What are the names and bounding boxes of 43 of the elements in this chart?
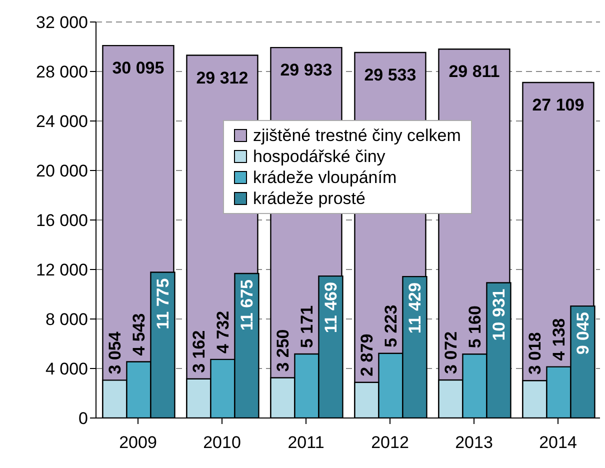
y-tick-label: 32 000 xyxy=(36,13,88,32)
legend-label: hospodářské činy xyxy=(253,146,386,167)
y-tick-label: 24 000 xyxy=(36,112,88,132)
data-label: 4 543 xyxy=(130,313,149,356)
data-label: 4 732 xyxy=(214,310,233,354)
data-label: 4 138 xyxy=(550,318,569,361)
y-tick-label: 12 000 xyxy=(36,260,88,280)
data-label: 3 018 xyxy=(526,332,545,375)
y-tick-label: 0 xyxy=(78,409,88,428)
y-tick-label: 28 000 xyxy=(36,62,88,82)
legend-label: krádeže vloupáním xyxy=(253,167,397,188)
data-label: 5 171 xyxy=(298,305,317,348)
y-tick-label: 16 000 xyxy=(36,211,88,230)
data-label: 3 054 xyxy=(106,331,125,374)
data-label: 3 250 xyxy=(274,329,293,372)
y-tick-label: 20 000 xyxy=(36,162,88,181)
y-tick-label: 4 000 xyxy=(45,360,88,379)
data-label: 29 312 xyxy=(196,68,248,88)
legend-label: krádeže prosté xyxy=(253,188,366,209)
data-label: 3 162 xyxy=(190,330,209,373)
data-label: 30 095 xyxy=(112,58,164,78)
x-tick-label: 2013 xyxy=(455,433,493,452)
data-label: 29 533 xyxy=(364,66,416,85)
data-label: 11 675 xyxy=(238,280,257,331)
data-label: 9 045 xyxy=(574,312,593,355)
x-tick-label: 2010 xyxy=(203,433,241,452)
data-label: 29 933 xyxy=(280,60,332,80)
x-tick-label: 2009 xyxy=(119,433,157,452)
data-label: 11 469 xyxy=(322,282,341,334)
data-label: 2 879 xyxy=(358,334,377,376)
y-tick-label: 8 000 xyxy=(45,310,88,330)
data-label: 5 160 xyxy=(466,306,485,348)
legend-label: zjištěné trestné činy celkem xyxy=(253,125,461,146)
data-label: 11 775 xyxy=(154,278,173,330)
data-label: 3 072 xyxy=(442,331,461,374)
x-tick-label: 2011 xyxy=(288,433,324,452)
data-label: 27 109 xyxy=(532,96,584,115)
data-label: 11 429 xyxy=(406,282,425,334)
x-tick-label: 2012 xyxy=(371,433,409,452)
data-label: 29 811 xyxy=(448,62,500,82)
data-label: 5 223 xyxy=(382,304,401,348)
x-tick-label: 2014 xyxy=(539,433,577,452)
data-label: 10 931 xyxy=(490,288,509,341)
